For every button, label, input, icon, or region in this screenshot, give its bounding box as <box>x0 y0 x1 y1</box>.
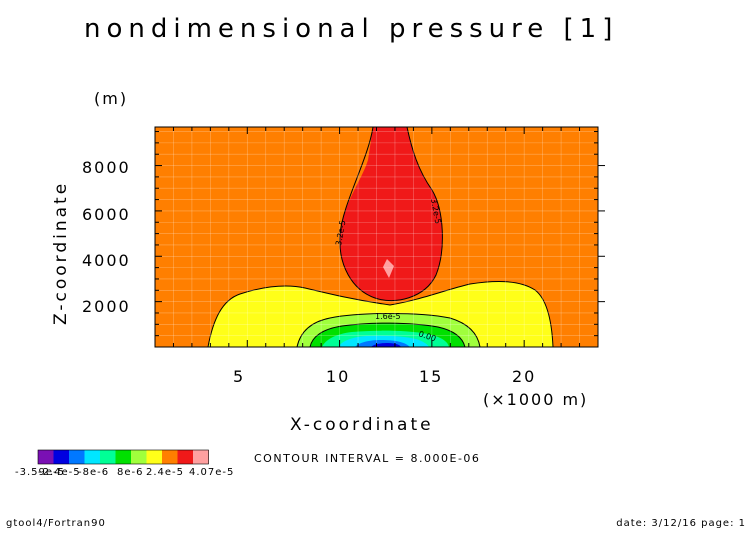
colorbar-swatch <box>162 450 178 464</box>
x-unit-label: (×1000 m) <box>483 390 588 409</box>
y-tick-label: 8000 <box>82 158 131 177</box>
grid-lines <box>155 127 598 347</box>
colorbar-swatch <box>146 450 163 464</box>
y-tick-label: 2000 <box>82 297 131 316</box>
colorbar-tick-label: 2.4e-5 <box>146 467 184 478</box>
x-tick-label: 15 <box>419 367 443 386</box>
contour-label: 3.2e-5 <box>334 220 347 247</box>
footer-right: date: 3/12/16 page: 1 <box>616 518 746 529</box>
colorbar-swatch <box>177 450 194 464</box>
peak-region <box>383 259 394 278</box>
contour-line-high <box>339 126 443 302</box>
colorbar-min-label: -3.59e-5 <box>15 467 65 478</box>
contour-label: 3.2e-5 <box>429 198 442 225</box>
x-axis-label: X-coordinate <box>290 415 434 435</box>
colorbar-tick-label: 8e-6 <box>117 467 144 478</box>
contour-label: 1.6e-5 <box>375 312 401 321</box>
chart-title: nondimensional pressure [1] <box>84 14 618 44</box>
colorbar-swatch <box>53 450 70 464</box>
high-pressure-region <box>339 127 443 301</box>
y-tick-label: 4000 <box>82 251 131 270</box>
colorbar-max-label: 4.07e-5 <box>189 467 234 478</box>
plot-area: 3.2e-5 3.2e-5 1.6e-5 0.00 <box>154 126 605 348</box>
colorbar-swatch <box>69 450 85 464</box>
colorbar-swatch <box>38 450 54 464</box>
colorbar-swatch <box>100 450 116 464</box>
colorbar-swatch <box>193 450 209 464</box>
colorbar-swatch <box>84 450 101 464</box>
colorbar-tick-label: -8e-6 <box>78 467 109 478</box>
low-region-7 <box>371 343 401 347</box>
contour-interval-text: CONTOUR INTERVAL = 8.000E-06 <box>254 452 480 465</box>
y-tick-labels: 2000 4000 6000 8000 <box>82 158 131 316</box>
contour-line-low-3 <box>309 322 466 348</box>
x-tick-label: 20 <box>512 367 536 386</box>
contour-line-low-1 <box>207 281 554 348</box>
colorbar <box>37 449 209 465</box>
x-tick-labels: 5 10 15 20 <box>233 367 536 386</box>
contour-line-low-2 <box>296 313 481 348</box>
colorbar-swatch <box>115 450 132 464</box>
footer-left: gtool4/Fortran90 <box>6 518 106 529</box>
colorbar-tick-label: -2.4e-5 <box>38 467 81 478</box>
contour-lines <box>207 126 554 348</box>
x-tick-label: 5 <box>233 367 245 386</box>
y-axis-label: Z-coordinate <box>51 181 71 325</box>
x-tick-label: 10 <box>326 367 350 386</box>
y-tick-label: 6000 <box>82 205 131 224</box>
colorbar-frame <box>37 449 209 465</box>
y-unit-label: (m) <box>94 89 128 108</box>
axis-ticks <box>155 127 605 347</box>
colorbar-swatch <box>131 450 147 464</box>
